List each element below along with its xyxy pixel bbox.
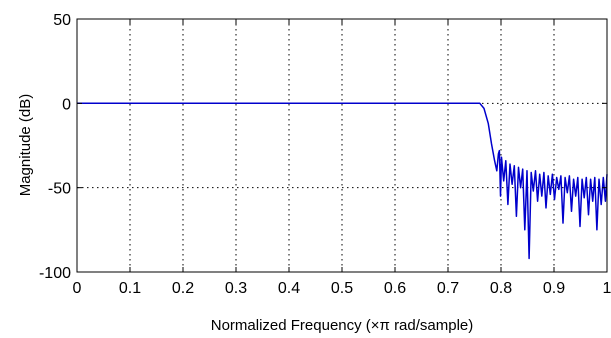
x-tick-label: 0.1 (119, 280, 141, 297)
x-tick-label: 0 (73, 280, 82, 297)
y-axis-label: Magnitude (dB) (17, 94, 34, 197)
x-tick-label: 1 (603, 280, 611, 297)
y-tick-label: 0 (62, 96, 71, 113)
y-tick-label: 50 (53, 12, 71, 29)
y-tick-label: -50 (48, 181, 71, 198)
grid (77, 19, 607, 272)
x-tick-label: 0.8 (490, 280, 512, 297)
x-tick-label: 0.4 (278, 280, 300, 297)
x-tick-label: 0.9 (543, 280, 565, 297)
ticks (76, 18, 608, 273)
x-tick-label: 0.3 (225, 280, 247, 297)
x-tick-label: 0.5 (331, 280, 353, 297)
y-tick-label: -100 (39, 265, 71, 282)
x-tick-label: 0.6 (384, 280, 406, 297)
plot-area (77, 102, 608, 260)
y-tick-labels: -100 -50 0 50 (39, 12, 71, 282)
x-tick-label: 0.2 (172, 280, 194, 297)
x-tick-labels: 0 0.1 0.2 0.3 0.4 0.5 0.6 0.7 0.8 0.9 1 (73, 280, 611, 297)
x-axis-label: Normalized Frequency (×π rad/sample) (211, 317, 474, 334)
x-tick-label: 0.7 (437, 280, 459, 297)
magnitude-response-line (77, 102, 608, 260)
